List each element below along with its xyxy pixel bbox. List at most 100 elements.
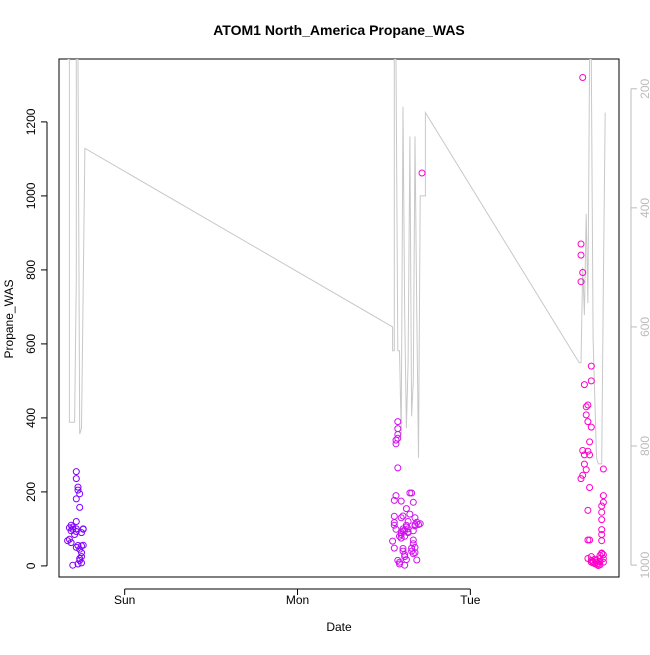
data-point-s1-4 bbox=[390, 496, 398, 504]
data-point-s3-52 bbox=[599, 492, 607, 500]
data-point-s3-1 bbox=[577, 240, 585, 248]
data-point-s0-20 bbox=[76, 490, 84, 498]
data-point-s1-15 bbox=[394, 556, 402, 564]
data-point-s1-10 bbox=[394, 434, 402, 442]
data-point-s1-55 bbox=[411, 543, 419, 551]
data-point-s1-27 bbox=[399, 545, 407, 552]
data-point-s0-17 bbox=[72, 468, 80, 476]
data-point-s0-33 bbox=[79, 525, 87, 533]
data-point-s1-7 bbox=[392, 525, 400, 533]
data-point-s3-5 bbox=[579, 447, 587, 454]
y-tick-label-6: 1200 bbox=[24, 108, 38, 135]
data-point-s1-23 bbox=[397, 514, 405, 522]
data-point-s0-14 bbox=[74, 542, 82, 549]
data-point-s3-11 bbox=[580, 381, 588, 389]
data-point-s1-60 bbox=[416, 520, 424, 528]
y-tick-label-2: 400 bbox=[24, 408, 38, 428]
series-layer bbox=[64, 59, 607, 569]
data-point-s1-44 bbox=[408, 489, 416, 497]
data-point-s1-12 bbox=[394, 418, 402, 426]
y-tick-label-3: 600 bbox=[24, 334, 38, 354]
data-point-s3-54 bbox=[599, 551, 607, 559]
data-point-s0-10 bbox=[72, 528, 80, 535]
data-point-s0-2 bbox=[65, 535, 73, 543]
y-tick-label-0: 0 bbox=[24, 562, 38, 569]
chart-title: ATOM1 North_America Propane_WAS bbox=[213, 22, 465, 38]
data-point-s0-7 bbox=[69, 523, 77, 531]
data-point-s3-48 bbox=[598, 516, 606, 524]
y2-tick-label-3: 800 bbox=[638, 436, 650, 456]
data-point-s0-0 bbox=[67, 539, 75, 547]
data-point-s3-50 bbox=[598, 502, 606, 510]
data-point-s3-13 bbox=[582, 411, 590, 419]
data-point-s1-37 bbox=[402, 556, 410, 564]
data-point-s0-13 bbox=[72, 495, 80, 503]
y2-tick-label-2: 600 bbox=[638, 317, 650, 337]
data-point-s1-21 bbox=[397, 534, 405, 542]
data-point-s1-39 bbox=[404, 528, 412, 536]
data-point-s1-52 bbox=[411, 514, 419, 522]
data-point-s1-22 bbox=[397, 497, 405, 505]
data-point-s3-6 bbox=[580, 451, 588, 459]
data-point-s1-3 bbox=[390, 512, 398, 520]
data-point-s2-0 bbox=[418, 169, 426, 177]
data-point-s0-5 bbox=[67, 521, 75, 529]
data-point-s0-8 bbox=[69, 561, 77, 569]
data-point-s0-28 bbox=[78, 549, 85, 557]
data-point-s3-46 bbox=[598, 531, 606, 538]
data-point-s1-36 bbox=[402, 505, 410, 513]
data-point-s1-42 bbox=[406, 510, 414, 518]
data-point-s3-21 bbox=[587, 423, 595, 431]
data-point-s0-22 bbox=[76, 545, 84, 553]
data-point-s1-14 bbox=[394, 464, 402, 472]
y-axis-left: 0 200 400 600 800 1000 1200 bbox=[24, 108, 48, 569]
data-point-s3-7 bbox=[579, 471, 587, 479]
data-point-s3-10 bbox=[582, 466, 590, 474]
data-point-s0-21 bbox=[76, 503, 84, 511]
data-point-s3-3 bbox=[579, 269, 587, 276]
data-point-s1-5 bbox=[392, 492, 400, 500]
data-point-s3-18 bbox=[586, 451, 594, 459]
data-point-s3-8 bbox=[577, 475, 585, 483]
y-axis-label: Propane_WAS bbox=[2, 280, 16, 359]
data-point-s3-16 bbox=[584, 447, 592, 455]
altitude-line-0 bbox=[67, 59, 606, 465]
y-axis-right: 200 400 600 800 1000 bbox=[630, 78, 650, 578]
x-tick-label-2: Tue bbox=[460, 593, 481, 607]
data-point-s3-15 bbox=[584, 401, 592, 409]
data-point-s3-14 bbox=[584, 418, 592, 426]
data-point-s0-16 bbox=[72, 475, 80, 483]
data-point-s1-18 bbox=[396, 532, 403, 540]
y-tick-label-5: 1000 bbox=[24, 182, 38, 209]
data-point-s1-6 bbox=[390, 521, 398, 529]
data-point-s1-47 bbox=[409, 550, 417, 558]
x-axis-label: Date bbox=[326, 620, 352, 634]
data-point-s3-44 bbox=[598, 550, 606, 558]
x-tick-label-0: Sun bbox=[114, 593, 135, 607]
data-point-s1-51 bbox=[409, 498, 417, 506]
y-tick-label-1: 200 bbox=[24, 482, 38, 502]
data-point-s1-13 bbox=[394, 425, 402, 433]
data-point-s1-48 bbox=[409, 540, 417, 548]
data-point-s0-27 bbox=[78, 553, 85, 561]
data-point-s3-23 bbox=[584, 506, 592, 514]
data-point-s1-17 bbox=[396, 560, 403, 568]
x-axis: Sun Mon Tue bbox=[114, 588, 481, 607]
data-point-s3-22 bbox=[586, 484, 594, 491]
data-point-s3-55 bbox=[599, 555, 607, 562]
data-point-s3-53 bbox=[599, 465, 607, 473]
y-tick-label-4: 800 bbox=[24, 260, 38, 280]
data-point-s0-11 bbox=[72, 525, 80, 533]
data-point-s0-30 bbox=[79, 541, 87, 549]
data-point-s3-19 bbox=[587, 362, 595, 370]
data-point-s3-12 bbox=[582, 403, 590, 411]
data-point-s0-25 bbox=[74, 560, 82, 568]
data-point-s0-1 bbox=[64, 537, 72, 545]
data-point-s3-17 bbox=[586, 438, 594, 446]
data-point-s1-1 bbox=[390, 544, 398, 552]
plot-frame bbox=[58, 58, 620, 578]
data-point-s3-2 bbox=[577, 251, 585, 259]
data-point-s0-19 bbox=[74, 486, 82, 494]
data-point-s3-0 bbox=[579, 74, 587, 81]
